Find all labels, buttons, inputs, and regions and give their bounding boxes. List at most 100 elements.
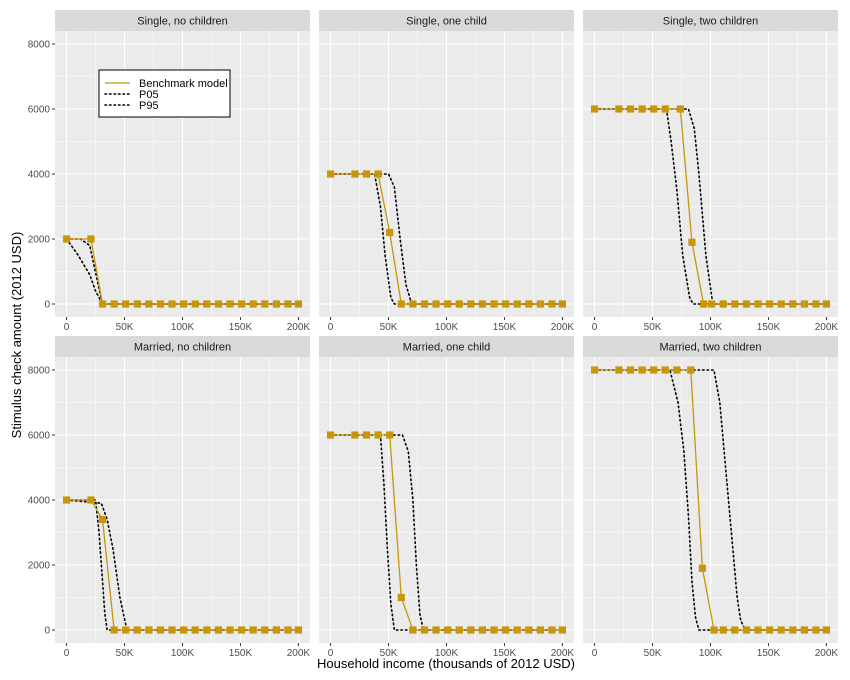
benchmark-point [351, 170, 359, 178]
benchmark-point [133, 626, 141, 634]
benchmark-point [145, 626, 153, 634]
benchmark-point [226, 300, 234, 308]
benchmark-point [272, 626, 280, 634]
benchmark-point [133, 300, 141, 308]
benchmark-point [362, 431, 371, 439]
x-tick-label: 0 [64, 322, 70, 333]
x-tick-label: 150K [229, 322, 253, 333]
y-axis-title: Stimulus check amount (2012 USD) [9, 232, 24, 439]
benchmark-point [386, 431, 394, 439]
benchmark-point [98, 515, 107, 524]
benchmark-point [156, 300, 165, 308]
benchmark-point [444, 300, 452, 308]
panel-strip [583, 336, 838, 357]
benchmark-point [191, 626, 199, 634]
panel: Single, one child [319, 10, 574, 317]
legend-label-p05: P05 [139, 89, 159, 101]
panel-strip [583, 10, 838, 31]
y-tick-label: 6000 [28, 105, 51, 116]
benchmark-point [467, 626, 475, 634]
benchmark-point [294, 626, 303, 634]
benchmark-point [777, 300, 785, 308]
benchmark-point [180, 626, 188, 634]
panel-title: Single, one child [406, 16, 487, 28]
benchmark-point [800, 300, 808, 308]
benchmark-point [812, 626, 820, 634]
benchmark-point [638, 105, 646, 113]
benchmark-point [249, 626, 257, 634]
benchmark-point [478, 300, 487, 308]
panel: Married, no children [55, 336, 310, 643]
benchmark-point [284, 626, 292, 634]
benchmark-point [548, 300, 556, 308]
benchmark-point [156, 626, 165, 634]
benchmark-point [478, 626, 487, 634]
benchmark-point [168, 300, 176, 308]
benchmark-point [145, 300, 153, 308]
benchmark-point [203, 300, 211, 308]
benchmark-point [397, 300, 405, 308]
benchmark-point [397, 593, 405, 602]
benchmark-point [789, 300, 797, 308]
x-tick-label: 200K [551, 648, 575, 659]
panel-title: Married, two children [659, 342, 761, 354]
series-line-p05 [593, 108, 828, 305]
benchmark-point [122, 300, 130, 308]
series-line-p95 [65, 499, 300, 631]
series-line-p05 [593, 369, 828, 631]
benchmark-point [731, 300, 739, 308]
x-tick-label: 200K [815, 322, 839, 333]
benchmark-point [490, 626, 498, 634]
y-tick-label: 4000 [28, 170, 51, 181]
panel-title: Single, no children [137, 16, 228, 28]
x-tick-label: 100K [435, 648, 459, 659]
benchmark-point [731, 626, 739, 634]
benchmark-point [444, 626, 452, 634]
benchmark-point [294, 300, 303, 308]
y-tick-label: 6000 [28, 431, 51, 442]
panels-layer: Single, no children Single, one child Sing… [55, 10, 838, 643]
benchmark-point [626, 366, 635, 374]
benchmark-point [110, 626, 118, 634]
x-tick-label: 50K [644, 322, 662, 333]
benchmark-point [455, 300, 463, 308]
benchmark-point [754, 300, 762, 308]
benchmark-point [812, 300, 820, 308]
benchmark-point [180, 300, 188, 308]
x-tick-label: 0 [328, 648, 334, 659]
benchmark-point [87, 235, 95, 243]
benchmark-point [351, 431, 359, 439]
benchmark-point [766, 626, 774, 634]
benchmark-point [62, 496, 71, 504]
benchmark-point [590, 105, 599, 113]
benchmark-point [409, 300, 417, 308]
benchmark-point [822, 626, 831, 634]
benchmark-point [650, 105, 658, 113]
benchmark-point [386, 228, 394, 237]
benchmark-point [789, 626, 797, 634]
y-tick-label: 2000 [28, 561, 51, 572]
legend-box [98, 69, 231, 118]
benchmark-point [766, 300, 774, 308]
x-tick-label: 150K [493, 648, 517, 659]
benchmark-point [261, 626, 269, 634]
benchmark-point [122, 626, 130, 634]
benchmark-point [525, 300, 533, 308]
benchmark-point [226, 626, 234, 634]
benchmark-point [409, 626, 417, 634]
benchmark-point [110, 300, 118, 308]
benchmark-point [502, 626, 510, 634]
series-line-p05 [329, 173, 564, 305]
y-tick-label: 8000 [28, 366, 51, 377]
panel-title: Married, no children [134, 342, 231, 354]
x-tick-labels: 0 50K 100K 150K 200K 0 50K 100K 150K 200K 0 50K 100K… [64, 317, 839, 659]
x-tick-label: 200K [815, 648, 839, 659]
benchmark-point [374, 431, 382, 439]
benchmark-point [98, 300, 107, 308]
series-line-p05 [329, 434, 564, 631]
x-tick-label: 50K [116, 648, 134, 659]
benchmark-point [513, 626, 521, 634]
benchmark-point [777, 626, 785, 634]
benchmark-point [536, 626, 544, 634]
